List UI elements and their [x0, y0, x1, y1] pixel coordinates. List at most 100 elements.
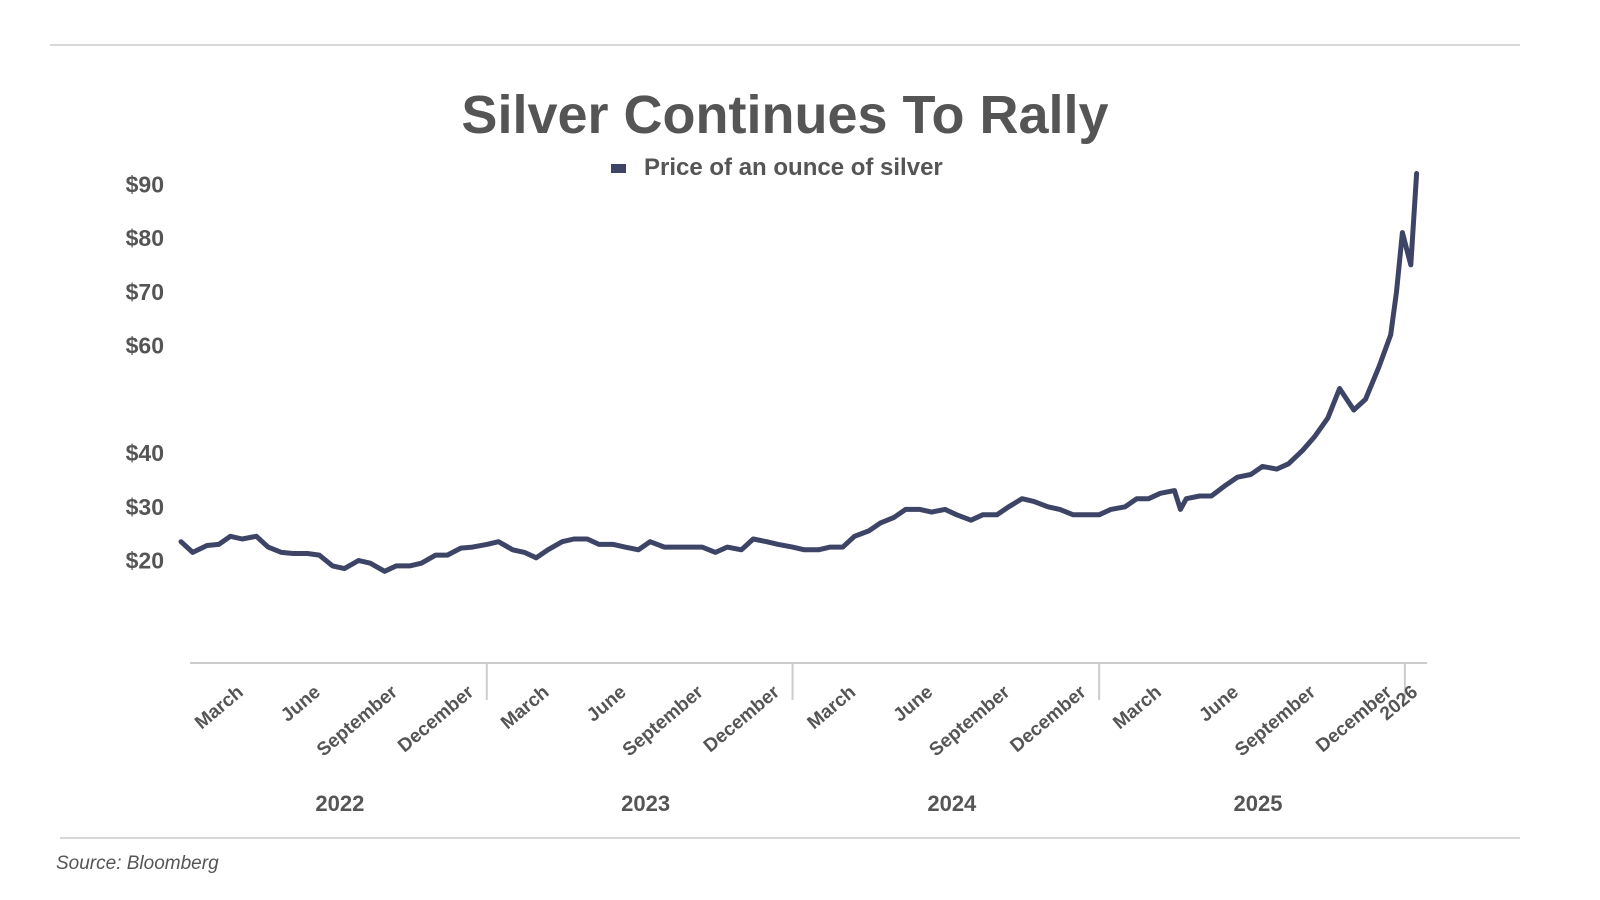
data-point	[714, 550, 717, 554]
data-point	[841, 545, 845, 549]
month-tick-label: December	[1006, 681, 1090, 757]
data-point	[969, 518, 973, 522]
data-point	[485, 542, 489, 546]
y-tick-label: $90	[126, 171, 164, 197]
data-point	[1083, 513, 1087, 517]
data-point	[817, 548, 820, 552]
data-point	[266, 545, 270, 549]
data-point	[419, 561, 423, 565]
data-point	[1032, 499, 1036, 503]
data-point	[1364, 397, 1367, 401]
data-point	[179, 540, 183, 544]
data-point	[688, 545, 692, 549]
data-point	[1415, 172, 1419, 175]
data-point	[597, 542, 601, 546]
data-point	[445, 553, 449, 557]
data-point	[1312, 435, 1316, 439]
legend-swatch	[611, 164, 626, 173]
data-point	[791, 545, 794, 549]
data-point	[1377, 365, 1381, 369]
data-point	[205, 544, 209, 547]
year-label: 2022	[315, 791, 364, 816]
data-point	[306, 552, 309, 555]
legend-label: Price of an ounce of silver	[644, 154, 943, 181]
y-axis: $20 $30 $40 $60 $70 $80 $90	[126, 171, 164, 573]
y-tick-label: $40	[126, 440, 164, 466]
data-point	[1173, 489, 1176, 493]
month-tick-label: September	[313, 681, 402, 761]
legend: Price of an ounce of silver	[611, 154, 943, 181]
data-point	[497, 540, 500, 544]
data-point	[434, 553, 438, 557]
data-point	[853, 534, 856, 538]
data-point	[943, 507, 947, 511]
data-point	[585, 537, 589, 541]
data-point	[1301, 448, 1305, 452]
month-tick-label: June	[1195, 682, 1242, 727]
data-point	[1184, 497, 1188, 501]
data-point	[1020, 497, 1024, 501]
data-point	[368, 561, 372, 565]
data-point	[1275, 467, 1279, 471]
data-point	[217, 542, 221, 546]
data-point	[930, 510, 934, 514]
data-point	[511, 548, 515, 552]
year-label: 2024	[927, 791, 977, 816]
data-point	[918, 507, 922, 511]
data-point	[1158, 491, 1162, 495]
month-tick-label: June	[277, 682, 324, 727]
data-point	[331, 564, 335, 568]
year-label: 2023	[621, 791, 670, 816]
data-point	[383, 569, 387, 573]
data-point	[662, 545, 666, 549]
data-point	[471, 545, 474, 549]
data-point	[572, 537, 576, 541]
data-point	[1338, 387, 1342, 390]
data-point	[904, 507, 908, 511]
data-point	[1178, 507, 1182, 511]
data-point	[459, 546, 463, 550]
data-point	[317, 553, 321, 557]
data-point	[1123, 505, 1127, 509]
data-point	[560, 540, 564, 544]
data-point	[636, 548, 640, 552]
data-point	[1007, 505, 1011, 509]
data-point	[1395, 290, 1398, 294]
data-point	[1198, 494, 1202, 498]
data-point	[725, 545, 729, 549]
series-line	[178, 171, 1420, 574]
chart-title: Silver Continues To Rally	[461, 85, 1108, 145]
data-point	[739, 548, 743, 552]
data-point	[867, 529, 871, 533]
data-point	[1109, 507, 1113, 511]
month-tick-label: June	[890, 682, 937, 727]
data-point	[191, 550, 195, 554]
month-tick-label: September	[925, 681, 1014, 761]
month-tick-label: March	[497, 682, 553, 734]
data-point	[1326, 416, 1330, 420]
data-point	[1389, 333, 1393, 337]
source-note: Source: Bloomberg	[56, 853, 219, 874]
y-tick-label: $30	[126, 494, 164, 520]
data-point	[1224, 483, 1228, 487]
data-point	[1097, 513, 1101, 517]
data-point	[254, 534, 258, 538]
data-point	[228, 534, 232, 538]
data-point	[623, 545, 627, 549]
year-label: 2025	[1234, 791, 1283, 816]
month-tick-label: March	[191, 682, 247, 734]
data-point	[1147, 497, 1151, 501]
month-tick-label: December	[394, 681, 478, 757]
data-point	[751, 537, 755, 541]
data-point	[674, 545, 678, 549]
y-tick-label: $20	[126, 548, 164, 574]
month-tick-label: June	[583, 682, 630, 727]
data-point	[879, 521, 882, 525]
data-point	[394, 564, 398, 568]
month-tick-label: September	[619, 681, 708, 761]
data-point	[776, 542, 780, 546]
data-point	[1046, 505, 1050, 509]
data-point	[892, 516, 896, 519]
